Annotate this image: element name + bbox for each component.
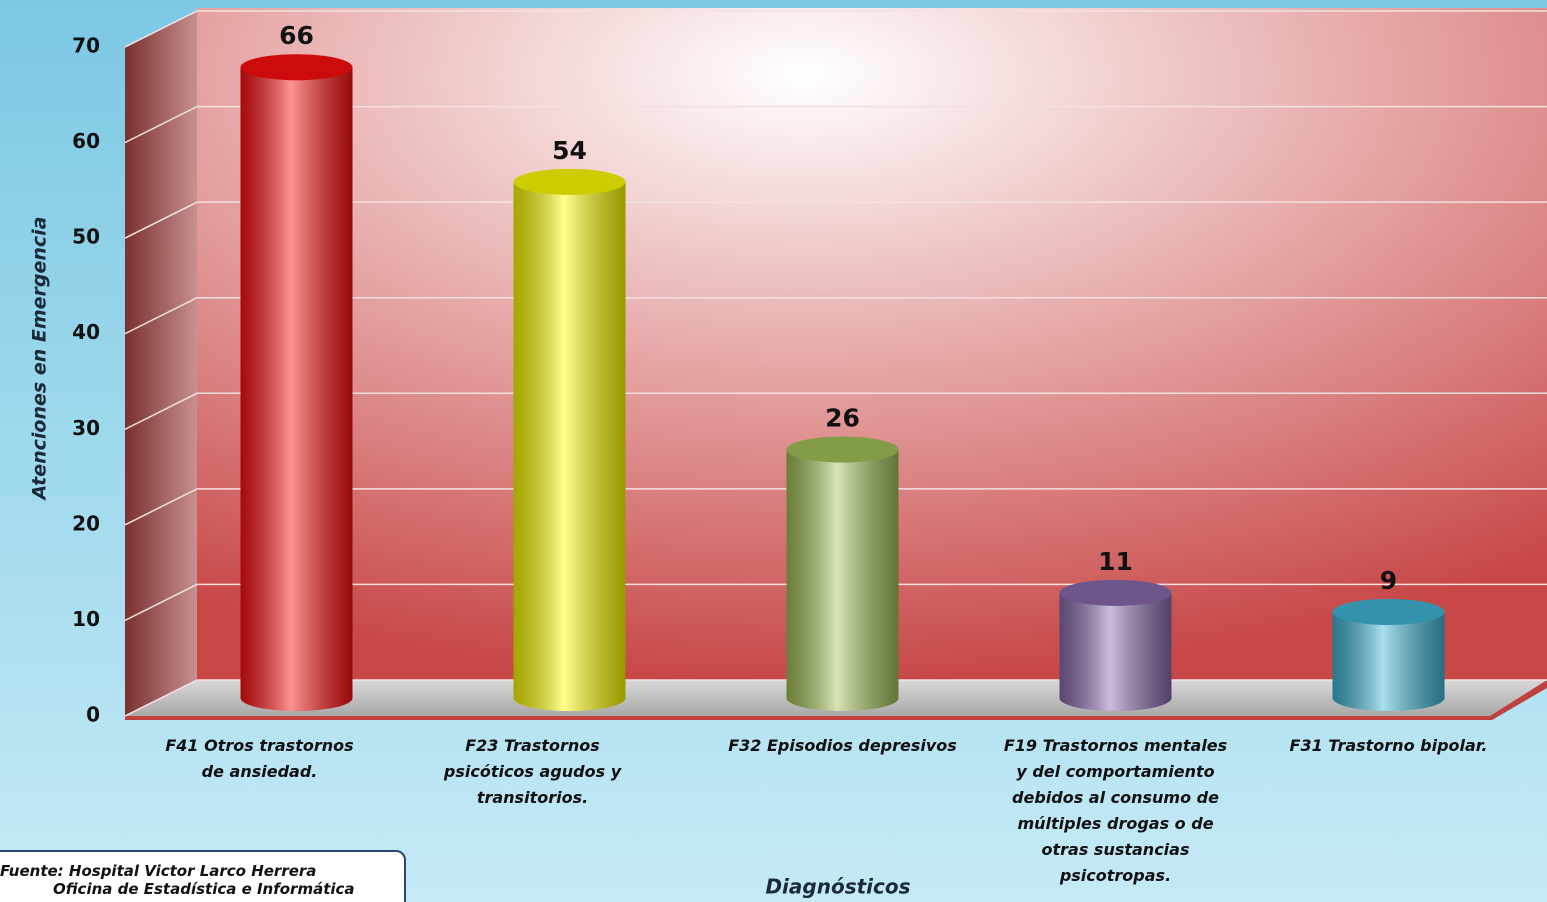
x-tick-label: F19 Trastornos mentales y del comportami…: [1003, 736, 1228, 885]
bar-cap-shade: [513, 168, 626, 195]
grid-line: [124, 10, 1547, 48]
y-tick-label: 40: [72, 320, 100, 344]
source-line: Oficina de Estadística e Informática: [53, 880, 355, 898]
bar-shine: [513, 181, 626, 698]
bar-shine: [240, 67, 353, 698]
value-label: 26: [825, 404, 860, 433]
bar-shine: [1059, 592, 1172, 698]
x-tick-label: F31 Trastorno bipolar.: [1289, 736, 1488, 755]
bar-cap-shade: [1332, 598, 1445, 625]
bar-cap-shade: [1059, 579, 1172, 606]
bar-cap: [1332, 598, 1445, 625]
bar-cap-shade: [786, 436, 899, 463]
y-tick-label: 20: [72, 511, 100, 535]
y-tick-label: 10: [72, 607, 100, 631]
grid-line: [124, 392, 1547, 430]
grid-line: [124, 105, 1547, 144]
y-tick-label: 60: [72, 129, 100, 153]
grid-line: [124, 201, 1547, 239]
y-tick-label: 70: [72, 34, 100, 58]
x-axis-label: Diagnósticos: [765, 875, 910, 899]
bar-shine: [786, 449, 899, 698]
grid-line: [124, 296, 1547, 335]
floor-edge: [125, 680, 1547, 720]
value-label: 66: [279, 21, 314, 50]
grid-line: [124, 488, 1547, 526]
x-tick-label: F41 Otros trastornos de ansiedad.: [165, 736, 354, 781]
source-line: Fuente: Hospital Victor Larco Herrera: [0, 862, 317, 880]
side-wall: [125, 11, 197, 716]
y-tick-label: 30: [72, 416, 100, 440]
x-tick-label: F23 Trastornos psicóticos agudos y trans…: [443, 736, 622, 807]
bar-cap-shade: [240, 54, 353, 81]
y-axis-label: Atenciones en Emergencia: [29, 217, 51, 502]
source-box: Fuente: Hospital Victor Larco Herrera Of…: [0, 850, 406, 902]
bar-cap: [240, 54, 353, 81]
bar-cap: [1059, 579, 1172, 606]
bar-cap: [786, 436, 899, 463]
bar-cap: [513, 168, 626, 195]
value-label: 9: [1380, 566, 1397, 595]
y-tick-label: 50: [72, 225, 100, 249]
y-tick-label: 0: [86, 703, 100, 727]
bar-shine: [1332, 611, 1445, 698]
x-tick-label: F32 Episodios depresivos: [728, 736, 957, 755]
value-label: 54: [552, 136, 587, 165]
value-label: 11: [1098, 547, 1133, 576]
